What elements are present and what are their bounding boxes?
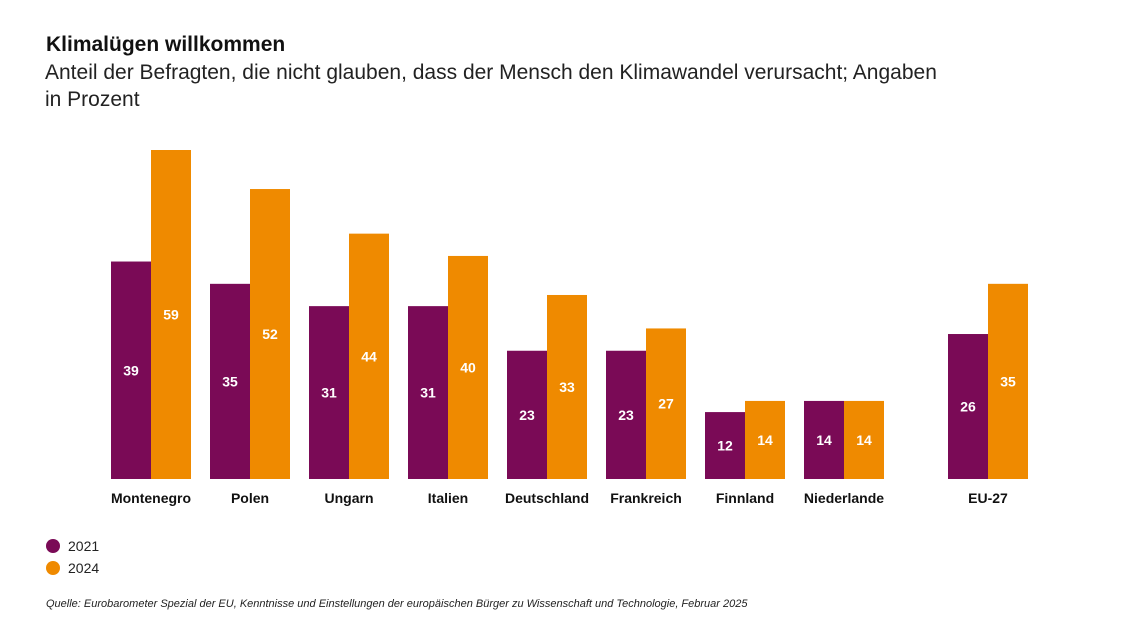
bar-montenegro-2021 <box>111 261 151 479</box>
bar-finnland-2021 <box>705 412 745 479</box>
legend-label-2021: 2021 <box>68 538 100 554</box>
category-label-finnland: Finnland <box>716 490 774 506</box>
bar-ungarn-2021 <box>309 306 349 479</box>
data-label-ungarn-2021: 31 <box>321 385 337 401</box>
category-label-eu-27: EU-27 <box>968 490 1008 506</box>
category-label-ungarn: Ungarn <box>325 490 374 506</box>
bar-ungarn-2024 <box>349 233 389 479</box>
category-label-niederlande: Niederlande <box>804 490 884 506</box>
legend-item-2021: 2021 <box>46 535 99 557</box>
legend-item-2024: 2024 <box>46 557 99 579</box>
data-label-frankreich-2024: 27 <box>658 396 674 412</box>
bar-italien-2021 <box>408 306 448 479</box>
category-label-frankreich: Frankreich <box>610 490 682 506</box>
legend-swatch-2024 <box>46 561 60 575</box>
data-label-frankreich-2021: 23 <box>618 407 634 423</box>
bar-italien-2024 <box>448 255 488 479</box>
legend-swatch-2021 <box>46 539 60 553</box>
source-note: Quelle: Eurobarometer Spezial der EU, Ke… <box>46 598 748 610</box>
bar-polen-2024 <box>250 189 290 479</box>
data-label-italien-2024: 40 <box>460 359 476 375</box>
category-label-italien: Italien <box>428 490 468 506</box>
category-label-polen: Polen <box>231 490 269 506</box>
bar-eu-27-2024 <box>988 283 1028 479</box>
data-label-deutschland-2024: 33 <box>559 379 575 395</box>
legend-label-2024: 2024 <box>68 560 100 576</box>
bar-frankreich-2024 <box>646 328 686 479</box>
data-label-eu-27-2024: 35 <box>1000 373 1016 389</box>
bar-montenegro-2024 <box>151 150 191 479</box>
legend: 2021 2024 <box>46 535 99 579</box>
data-label-polen-2024: 52 <box>262 326 278 342</box>
data-label-polen-2021: 35 <box>222 373 238 389</box>
data-label-eu-27-2021: 26 <box>960 399 976 415</box>
bar-deutschland-2024 <box>547 294 587 479</box>
bar-frankreich-2021 <box>606 350 646 479</box>
bar-deutschland-2021 <box>507 350 547 479</box>
chart-subtitle: Anteil der Befragten, die nicht glauben,… <box>45 61 937 111</box>
bar-niederlande-2021 <box>804 400 844 479</box>
data-label-montenegro-2024: 59 <box>163 307 179 323</box>
data-label-niederlande-2024: 14 <box>856 432 872 448</box>
bar-niederlande-2024 <box>844 400 884 479</box>
data-label-deutschland-2021: 23 <box>519 407 535 423</box>
bar-chart: 39 59 Montenegro 35 52 Polen 31 44 Ungarn 31 40 Ita… <box>111 150 1028 506</box>
chart-title: Klimalügen willkommen <box>46 33 286 56</box>
data-label-montenegro-2021: 39 <box>123 362 139 378</box>
data-label-niederlande-2021: 14 <box>816 432 832 448</box>
category-label-montenegro: Montenegro <box>111 490 191 506</box>
data-label-finnland-2021: 12 <box>717 438 733 454</box>
bar-polen-2021 <box>210 283 250 479</box>
data-label-finnland-2024: 14 <box>757 432 773 448</box>
category-label-deutschland: Deutschland <box>505 490 589 506</box>
bar-finnland-2024 <box>745 400 785 479</box>
bar-eu-27-2021 <box>948 334 988 479</box>
data-label-italien-2021: 31 <box>420 385 436 401</box>
data-label-ungarn-2024: 44 <box>361 348 377 364</box>
